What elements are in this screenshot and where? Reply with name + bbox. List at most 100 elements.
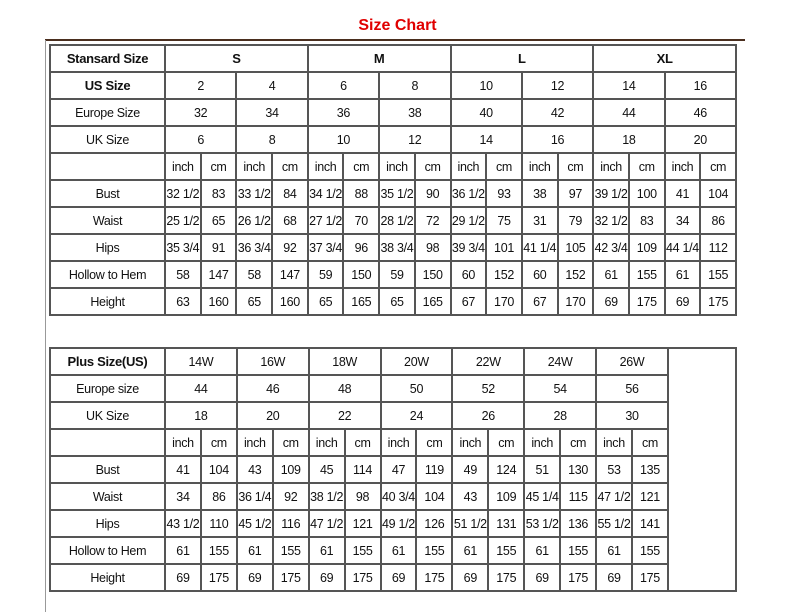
table-cell: 45 1/2 [235, 509, 274, 538]
table-cell: 155 [559, 536, 598, 565]
table-cell: 6 [163, 125, 238, 154]
table-cell: 126 [415, 509, 454, 538]
row-label: Waist [49, 206, 166, 235]
header-row: Plus Size(US) 14W 16W 18W 20W 22W 24W 26W [49, 347, 737, 592]
table-cell: 147 [199, 260, 238, 289]
table-cell: 135 [630, 455, 670, 484]
table-cell: 155 [415, 536, 454, 565]
table-cell: 114 [343, 455, 382, 484]
row-label: Stansard Size [49, 44, 166, 73]
table-cell: 175 [271, 563, 310, 592]
table-cell: 86 [699, 206, 737, 235]
table-cell: 58 [164, 260, 202, 289]
table-cell: 26 1/2 [235, 206, 274, 235]
table-cell: 60 [449, 260, 488, 289]
table-cell: 109 [627, 233, 666, 262]
row-label: US Size [49, 71, 166, 100]
table-cell: 31 [520, 206, 559, 235]
table-cell: 55 1/2 [595, 509, 633, 538]
table-cell: 83 [627, 206, 666, 235]
table-cell: 10 [449, 71, 523, 100]
unit-label: inch [164, 428, 202, 457]
unit-label: inch [595, 428, 633, 457]
table-cell: 36 1/2 [449, 179, 488, 208]
size-group-header: S [164, 44, 309, 73]
table-cell: 45 [307, 455, 346, 484]
table-cell: 155 [630, 536, 670, 565]
row-label: Hollow to Hem [49, 260, 166, 289]
unit-label: inch [520, 152, 559, 181]
table-cell: 44 [164, 374, 238, 403]
table-cell: 170 [556, 287, 595, 316]
table-cell: 34 [235, 98, 309, 127]
table-cell: 175 [699, 287, 737, 316]
table-cell: 20 [663, 125, 738, 154]
table-cell: 35 3/4 [164, 233, 202, 262]
table-cell: 61 [235, 536, 274, 565]
table-cell: 65 [235, 287, 274, 316]
table-cell: 104 [699, 179, 737, 208]
table-cell: 61 [595, 536, 633, 565]
unit-label: inch [235, 428, 274, 457]
table-cell: 32 1/2 [592, 206, 630, 235]
table-cell: 61 [164, 536, 202, 565]
table-cell: 14 [449, 125, 523, 154]
unit-label: cm [271, 428, 310, 457]
table-cell: 121 [630, 482, 670, 511]
unit-label: cm [559, 428, 598, 457]
table-cell: 46 [663, 98, 738, 127]
table-cell: 70 [342, 206, 381, 235]
table-cell: 124 [487, 455, 526, 484]
unit-label: cm [630, 428, 670, 457]
table-cell: 160 [199, 287, 238, 316]
table-cell: 46 [235, 374, 310, 403]
table-cell: 69 [663, 287, 702, 316]
table-row: UK Size 6 8 10 12 14 16 18 20 [49, 125, 738, 154]
table-cell: 47 [379, 455, 418, 484]
table-cell: 152 [485, 260, 523, 289]
table-cell: 175 [630, 563, 670, 592]
table-cell: 38 [378, 98, 452, 127]
table-cell: 150 [342, 260, 381, 289]
table-cell: 42 [520, 98, 595, 127]
plus-size-header: 20W [379, 347, 454, 376]
table-cell: 88 [342, 179, 381, 208]
table-cell: 92 [271, 482, 310, 511]
table-cell: 24 [379, 401, 454, 430]
plus-size-header: 18W [307, 347, 382, 376]
table-cell: 141 [630, 509, 670, 538]
table-row: Europe size 44 46 48 50 52 54 56 [49, 374, 736, 403]
table-row: Hips 35 3/4 91 36 3/4 92 37 3/4 96 38 3/4 98 39 3… [49, 233, 737, 262]
table-cell: 104 [415, 482, 454, 511]
table-cell: 44 [592, 98, 666, 127]
table-cell: 72 [413, 206, 452, 235]
table-cell: 20 [235, 401, 310, 430]
unit-label: cm [271, 152, 309, 181]
row-label: Bust [49, 455, 166, 484]
table-cell: 165 [342, 287, 381, 316]
row-label: Plus Size(US) [49, 347, 166, 376]
table-cell: 54 [523, 374, 598, 403]
unit-label: inch [451, 428, 490, 457]
table-cell: 12 [378, 125, 452, 154]
table-cell: 37 3/4 [306, 233, 345, 262]
table-cell: 39 1/2 [592, 179, 630, 208]
table-cell: 109 [487, 482, 526, 511]
table-cell: 6 [306, 71, 381, 100]
table-cell: 36 3/4 [235, 233, 274, 262]
table-cell: 45 1/4 [523, 482, 562, 511]
row-label: Hollow to Hem [49, 536, 166, 565]
plus-size-table: Plus Size(US) 14W 16W 18W 20W 22W 24W 26W Europe… [49, 347, 737, 592]
table-row: US Size 2 4 6 8 10 12 14 16 [49, 71, 738, 100]
table-cell: 98 [343, 482, 382, 511]
row-label: UK Size [49, 125, 166, 154]
table-cell: 69 [379, 563, 418, 592]
table-row: Waist 34 86 36 1/4 92 38 1/2 98 40 3/4 104 43 109 4… [49, 482, 736, 511]
table-row: Height 69 175 69 175 69 175 69 175 69 175 69 175 69 17… [49, 563, 736, 592]
table-cell: 65 [306, 287, 345, 316]
table-cell: 68 [271, 206, 309, 235]
table-row: Bust 32 1/2 83 33 1/2 84 34 1/2 88 35 1/2 90 36 1… [49, 179, 737, 208]
row-label: Europe size [49, 374, 166, 403]
table-cell: 36 [306, 98, 381, 127]
table-cell: 155 [627, 260, 666, 289]
